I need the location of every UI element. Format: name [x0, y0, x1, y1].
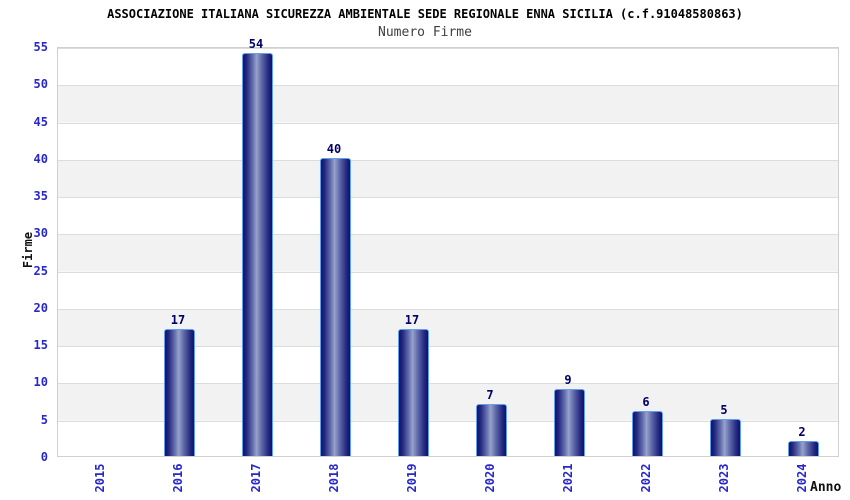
gridline-y-5 — [58, 420, 838, 422]
y-tick-label-45: 45 — [33, 114, 48, 129]
bar-2017 — [241, 53, 273, 456]
gridline-y-35 — [58, 197, 838, 199]
bar-2023 — [709, 418, 741, 456]
gridline-y-30 — [58, 234, 838, 236]
plot-area — [57, 47, 839, 457]
value-label-2022: 6 — [642, 395, 650, 410]
gridline-y-10 — [58, 383, 838, 385]
x-tick-text: 2021 — [561, 463, 575, 493]
value-label-2020: 7 — [486, 387, 494, 402]
x-tick-text: 2022 — [639, 463, 653, 493]
y-tick-label-55: 55 — [33, 40, 48, 54]
y-tick-label-5: 5 — [40, 412, 48, 427]
bar-2021 — [553, 388, 585, 456]
x-tick-text: 2018 — [327, 463, 341, 493]
y-tick-label-40: 40 — [33, 151, 48, 166]
y-tick-label-10: 10 — [33, 375, 48, 390]
chart-subtitle: Numero Firme — [378, 25, 472, 40]
x-axis-title: Anno — [810, 480, 842, 495]
gridline-y-25 — [58, 271, 838, 273]
x-tick-text: 2023 — [717, 463, 731, 493]
chart-title: ASSOCIAZIONE ITALIANA SICUREZZA AMBIENTA… — [107, 7, 743, 21]
y-tick-label-50: 50 — [33, 77, 48, 92]
y-axis-title-text: Firme — [21, 231, 35, 269]
value-label-2018: 40 — [326, 141, 342, 156]
y-tick-label-30: 30 — [33, 226, 48, 241]
y-tick-label-20: 20 — [33, 300, 48, 315]
bar-2024 — [787, 441, 819, 456]
gridline-y-50 — [58, 85, 838, 87]
x-tick-text: 2024 — [795, 463, 809, 493]
gridline-y-40 — [58, 159, 838, 161]
value-label-2024: 2 — [798, 425, 806, 440]
x-tick-text: 2020 — [483, 463, 497, 493]
gridline-y-55 — [58, 48, 838, 49]
value-label-2016: 17 — [170, 313, 186, 328]
value-label-2019: 17 — [404, 313, 420, 328]
x-tick-text: 2019 — [405, 463, 419, 493]
gridline-y-20 — [58, 308, 838, 310]
bar-2016 — [163, 329, 195, 456]
value-label-2023: 5 — [720, 402, 728, 417]
y-tick-label-25: 25 — [33, 263, 48, 278]
gridline-y-45 — [58, 122, 838, 124]
bar-2018 — [319, 157, 351, 456]
gridline-y-15 — [58, 346, 838, 348]
x-tick-text: 2016 — [171, 463, 185, 493]
value-label-2021: 9 — [564, 372, 572, 387]
value-label-2017: 54 — [248, 37, 264, 52]
y-tick-label-15: 15 — [33, 338, 48, 353]
bar-2020 — [475, 403, 507, 456]
bar-2019 — [397, 329, 429, 456]
y-tick-label-0: 0 — [40, 450, 48, 464]
bar-2022 — [631, 411, 663, 456]
x-tick-text: 2015 — [93, 463, 107, 493]
y-tick-label-35: 35 — [33, 189, 48, 204]
x-tick-text: 2017 — [249, 463, 263, 493]
